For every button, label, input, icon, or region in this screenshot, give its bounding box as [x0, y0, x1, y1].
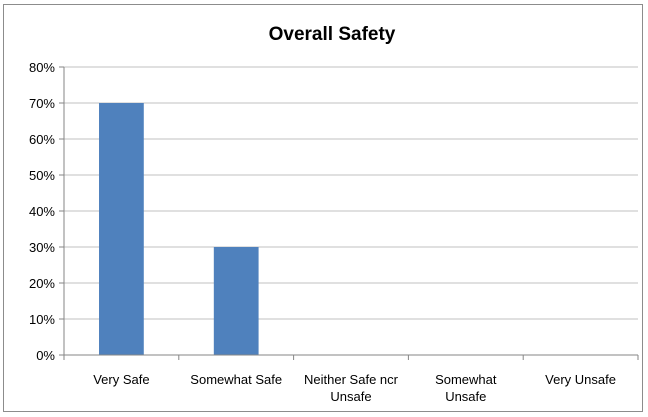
- x-tick-label: Somewhat: [435, 372, 497, 387]
- y-tick-labels: 0% 10% 20% 30% 40% 50% 60% 70% 80%: [29, 60, 55, 363]
- x-tick-label: Very Unsafe: [545, 372, 616, 387]
- y-tick-label: 80%: [29, 60, 55, 75]
- x-tick-label: Somewhat Safe: [190, 372, 282, 387]
- x-tick-label: Unsafe: [445, 389, 486, 404]
- bars: [99, 103, 259, 355]
- y-tick-label: 20%: [29, 276, 55, 291]
- chart-title: Overall Safety: [269, 24, 396, 45]
- bar: [213, 247, 259, 355]
- y-tick-label: 30%: [29, 240, 55, 255]
- y-tick-label: 40%: [29, 204, 55, 219]
- y-tick-label: 70%: [29, 96, 55, 111]
- y-tick-label: 0%: [36, 348, 55, 363]
- x-tick-label: Unsafe: [330, 389, 371, 404]
- x-tick-label: Neither Safe ncr: [304, 372, 399, 387]
- x-tick-label: Very Safe: [93, 372, 149, 387]
- axes: [63, 67, 639, 360]
- y-tick-label: 10%: [29, 312, 55, 327]
- y-tick-label: 60%: [29, 132, 55, 147]
- x-tick-labels: Very Safe Somewhat Safe Neither Safe ncr Un…: [93, 372, 616, 404]
- gridlines: [59, 66, 638, 356]
- y-tick-label: 50%: [29, 168, 55, 183]
- bar: [99, 103, 144, 355]
